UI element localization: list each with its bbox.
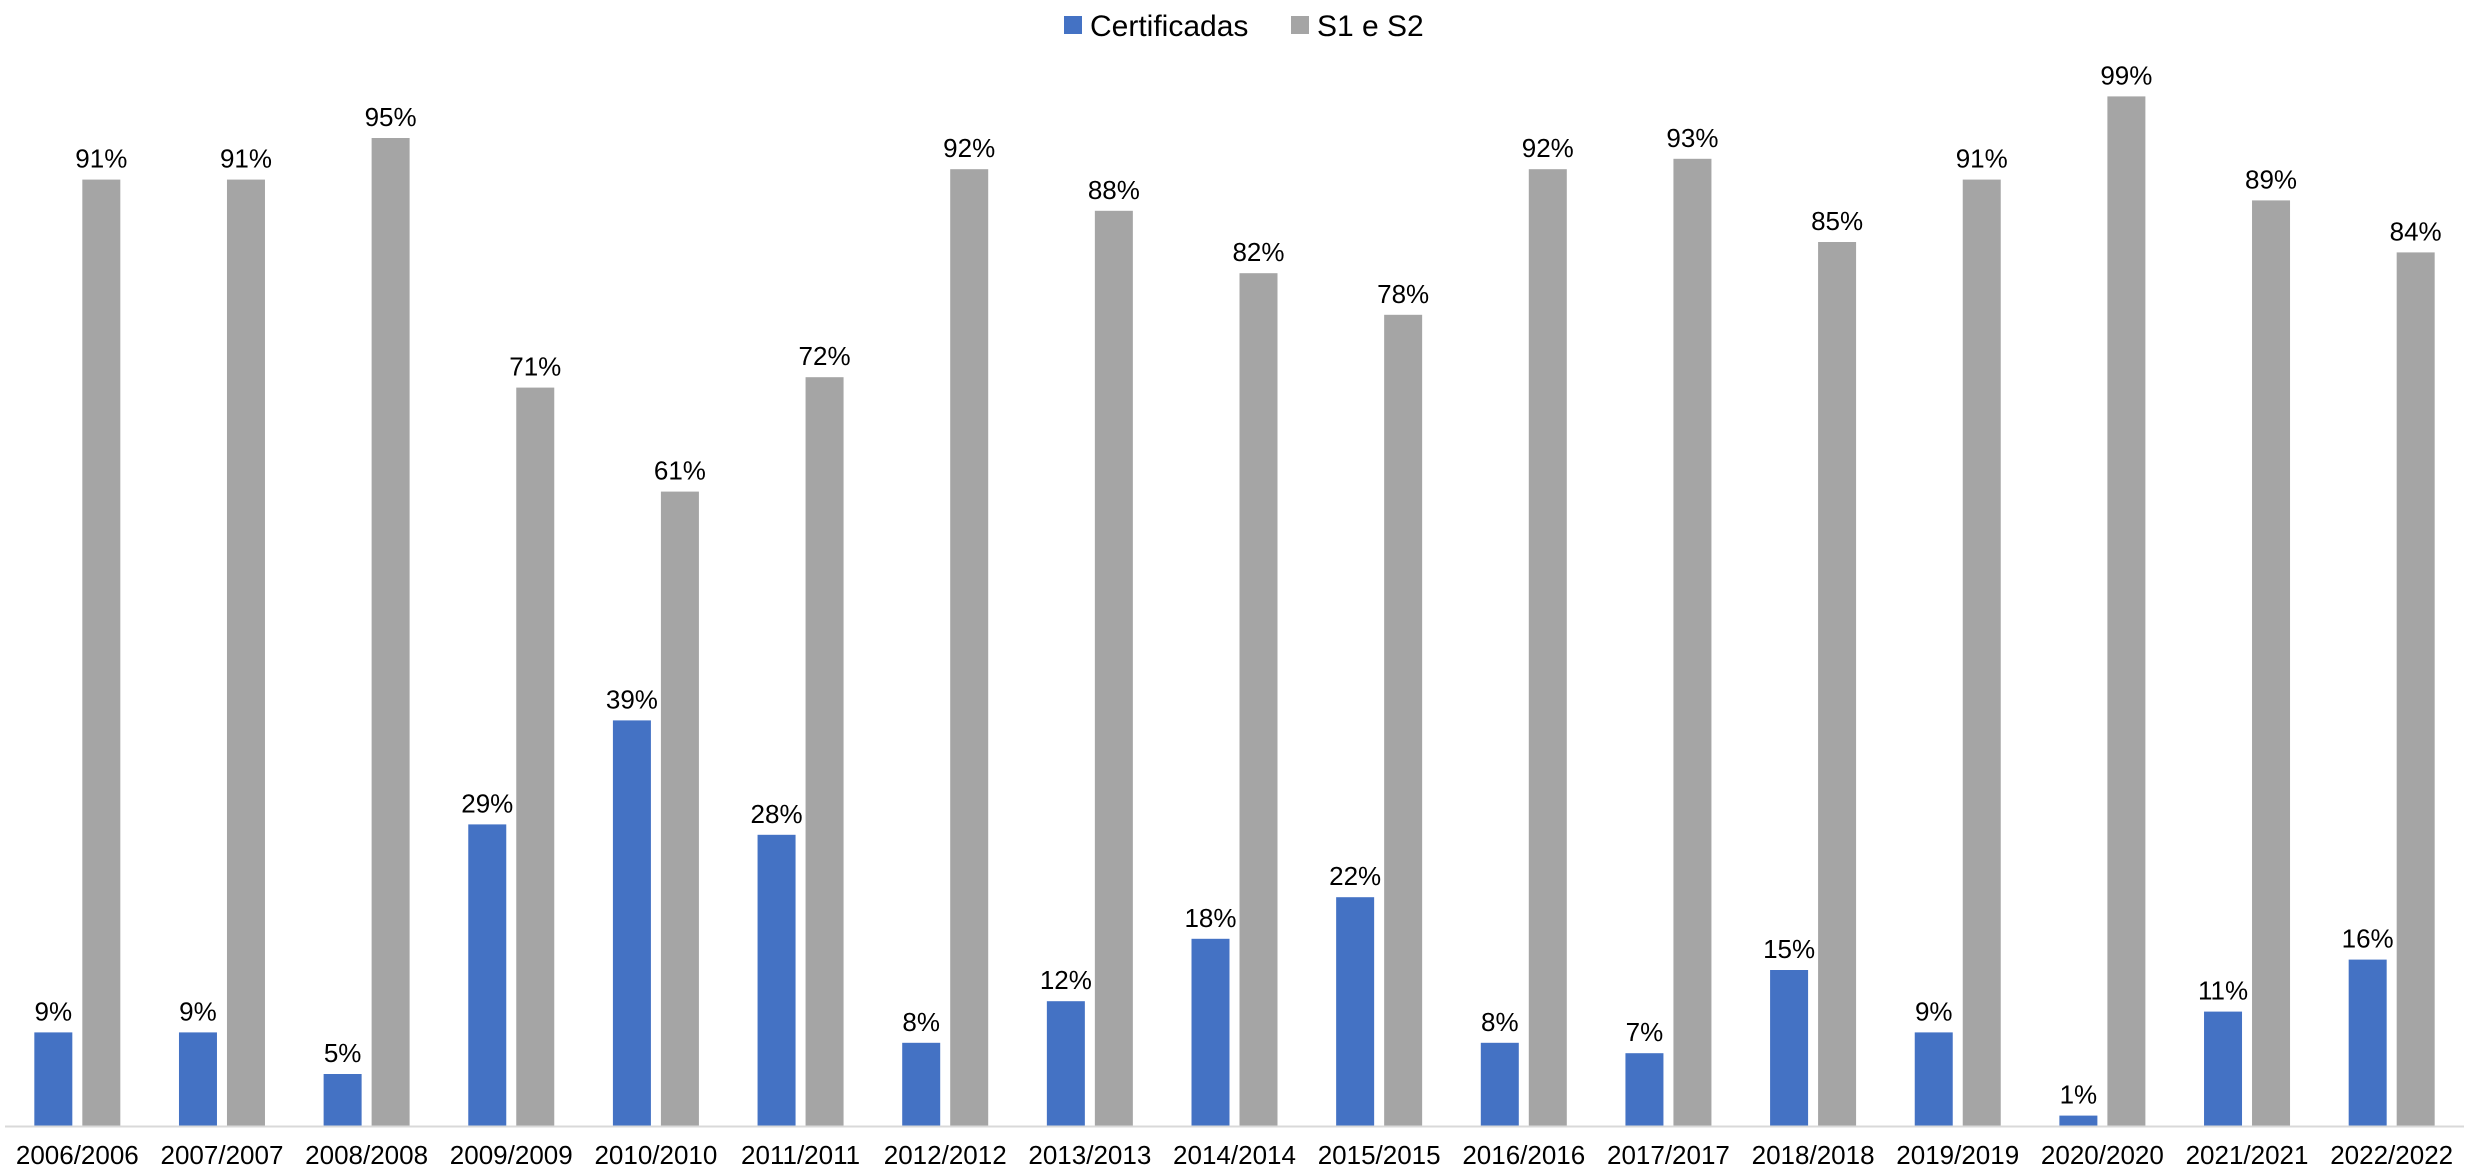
bar-certificadas-2010/2010	[612, 720, 651, 1126]
data-label: 22%	[1329, 861, 1381, 891]
bar-certificadas-2022/2022	[2348, 959, 2387, 1126]
x-tick-label: 2012/2012	[884, 1140, 1007, 1170]
data-label: 61%	[654, 456, 706, 486]
x-tick-label: 2018/2018	[1752, 1140, 1875, 1170]
bar-s1-e-s2-2021/2021	[2252, 200, 2291, 1126]
data-label: 12%	[1040, 965, 1092, 995]
legend-marker	[1064, 16, 1082, 34]
bar-s1-e-s2-2007/2007	[226, 179, 265, 1127]
bar-certificadas-2006/2006	[34, 1032, 73, 1126]
data-label: 84%	[2390, 216, 2442, 246]
bar-certificadas-2013/2013	[1046, 1001, 1085, 1126]
bar-certificadas-2014/2014	[1191, 938, 1230, 1126]
legend-label: S1 e S2	[1317, 10, 1424, 43]
data-label: 91%	[1956, 144, 2008, 174]
data-label: 15%	[1763, 934, 1815, 964]
bar-s1-e-s2-2009/2009	[516, 387, 555, 1127]
data-label: 8%	[902, 1007, 940, 1037]
x-tick-label: 2009/2009	[450, 1140, 573, 1170]
bar-s1-e-s2-2020/2020	[2107, 96, 2146, 1126]
x-tick-label: 2008/2008	[305, 1140, 428, 1170]
legend: Certificadas S1 e S2	[1064, 10, 1424, 43]
legend-marker	[1291, 16, 1309, 34]
bar-certificadas-2019/2019	[1914, 1032, 1953, 1126]
bar-certificadas-2011/2011	[757, 834, 796, 1126]
data-label: 16%	[2342, 924, 2394, 954]
bar-s1-e-s2-2018/2018	[1818, 242, 1857, 1126]
bar-certificadas-2015/2015	[1336, 897, 1375, 1126]
data-label: 89%	[2245, 164, 2297, 194]
data-label: 99%	[2100, 60, 2152, 90]
bar-s1-e-s2-2006/2006	[82, 179, 121, 1127]
bar-certificadas-2016/2016	[1480, 1042, 1519, 1126]
data-label: 78%	[1377, 279, 1429, 309]
data-label: 5%	[324, 1038, 362, 1068]
x-tick-label: 2007/2007	[161, 1140, 284, 1170]
data-label: 7%	[1626, 1017, 1664, 1047]
bar-s1-e-s2-2022/2022	[2396, 252, 2435, 1126]
bar-certificadas-2009/2009	[468, 824, 507, 1126]
bar-s1-e-s2-2008/2008	[371, 138, 410, 1126]
data-label: 72%	[799, 341, 851, 371]
bar-certificadas-2008/2008	[323, 1074, 362, 1126]
data-label: 39%	[606, 684, 658, 714]
data-label: 28%	[751, 799, 803, 829]
data-label: 9%	[179, 996, 217, 1026]
x-tick-label: 2014/2014	[1173, 1140, 1296, 1170]
x-tick-label: 2019/2019	[1896, 1140, 2019, 1170]
data-label: 9%	[1915, 996, 1953, 1026]
bar-certificadas-2007/2007	[178, 1032, 217, 1126]
bar-s1-e-s2-2010/2010	[660, 491, 699, 1127]
bar-certificadas-2020/2020	[2059, 1115, 2098, 1126]
x-tick-label: 2006/2006	[16, 1140, 139, 1170]
data-labels: 9% 91% 9% 91% 5% 95% 29% 71% 39% 61% 28% 72% 8% 92% 12…	[35, 60, 2442, 1109]
x-tick-label: 2022/2022	[2330, 1140, 2453, 1170]
x-tick-label: 2013/2013	[1028, 1140, 1151, 1170]
data-label: 71%	[509, 352, 561, 382]
x-tick-label: 2021/2021	[2186, 1140, 2309, 1170]
x-tick-label: 2015/2015	[1318, 1140, 1441, 1170]
bars	[34, 96, 2435, 1127]
bar-s1-e-s2-2017/2017	[1673, 158, 1712, 1127]
data-label: 92%	[943, 133, 995, 163]
data-label: 1%	[2060, 1080, 2098, 1110]
data-label: 29%	[461, 788, 513, 818]
data-label: 92%	[1522, 133, 1574, 163]
bar-s1-e-s2-2012/2012	[950, 169, 989, 1126]
x-tick-label: 2020/2020	[2041, 1140, 2164, 1170]
bar-s1-e-s2-2014/2014	[1239, 273, 1278, 1126]
data-label: 18%	[1184, 903, 1236, 933]
data-label: 95%	[365, 102, 417, 132]
legend-label: Certificadas	[1090, 10, 1248, 43]
data-label: 8%	[1481, 1007, 1519, 1037]
bar-s1-e-s2-2016/2016	[1528, 169, 1567, 1126]
data-label: 93%	[1666, 123, 1718, 153]
data-label: 11%	[2198, 976, 2248, 1006]
data-label: 82%	[1232, 237, 1284, 267]
data-label: 85%	[1811, 206, 1863, 236]
data-label: 9%	[35, 996, 73, 1026]
bar-certificadas-2012/2012	[902, 1042, 941, 1126]
bar-certificadas-2018/2018	[1770, 970, 1809, 1126]
x-tick-label: 2017/2017	[1607, 1140, 1730, 1170]
data-label: 91%	[75, 144, 127, 174]
x-tick-labels: 2006/2006 2007/2007 2008/2008 2009/2009 2010…	[16, 1140, 2453, 1170]
bar-certificadas-2021/2021	[2204, 1011, 2243, 1126]
data-label: 88%	[1088, 175, 1140, 205]
x-tick-label: 2010/2010	[594, 1140, 717, 1170]
bar-s1-e-s2-2019/2019	[1962, 179, 2001, 1127]
x-tick-label: 2011/2011	[741, 1140, 860, 1170]
data-label: 91%	[220, 144, 272, 174]
bar-s1-e-s2-2011/2011	[805, 377, 844, 1126]
bar-s1-e-s2-2015/2015	[1384, 314, 1423, 1126]
bar-s1-e-s2-2013/2013	[1094, 210, 1133, 1127]
x-tick-label: 2016/2016	[1462, 1140, 1585, 1170]
bar-certificadas-2017/2017	[1625, 1053, 1664, 1126]
